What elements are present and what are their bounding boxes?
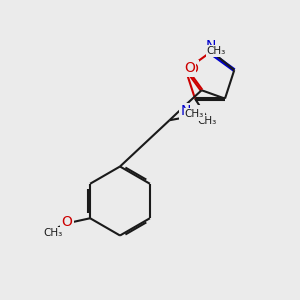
Text: O: O — [61, 215, 73, 229]
Text: O: O — [187, 61, 198, 76]
Text: CH₃: CH₃ — [43, 228, 62, 238]
Text: CH₃: CH₃ — [185, 109, 204, 118]
Text: O: O — [184, 61, 195, 75]
Text: N: N — [206, 39, 216, 53]
Text: CH₃: CH₃ — [197, 116, 217, 126]
Text: H: H — [194, 106, 203, 119]
Text: CH₃: CH₃ — [207, 46, 226, 56]
Text: N: N — [180, 104, 190, 118]
